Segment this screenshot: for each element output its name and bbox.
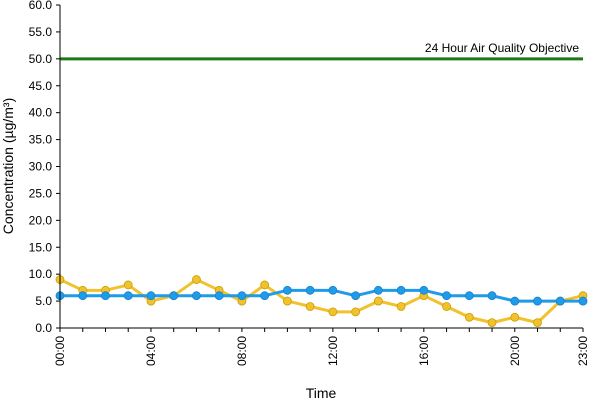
series-2-point [214,291,224,301]
series-1-point [328,307,338,317]
objective-line-group: 24 Hour Air Quality Objective [60,41,583,61]
x-tick-label: 20:00 [508,336,522,366]
y-tick-label: 30.0 [29,160,53,174]
series-2-point [169,291,179,301]
series-2-point [533,296,542,306]
y-tick-label: 20.0 [29,213,53,227]
series-1-point [396,302,406,311]
x-tick-label: 08:00 [235,336,249,366]
x-axis-title: Time [306,385,337,400]
series-1-point [373,296,383,306]
x-tick-label: 16:00 [417,336,431,366]
series-1-point [533,318,542,328]
series-2-point [192,291,201,301]
y-tick-label: 15.0 [29,240,53,254]
series-1-point [192,275,201,284]
series-2-point [146,291,156,301]
series-2-point [487,291,497,301]
y-tick-label: 50.0 [29,52,53,66]
series-2-point [237,291,247,301]
x-tick-label: 04:00 [144,336,158,366]
y-tick-label: 60.0 [29,0,53,12]
series-1-point [442,302,451,311]
x-axis-ticks: 00:00 04:00 08:00 12:00 16:00 20:00 23:00 [53,328,590,366]
series-1-point [305,302,315,311]
series-2-point [396,285,406,295]
y-tick-label: 35.0 [29,133,53,147]
series-2-point [578,296,588,306]
series-2-point [123,291,133,301]
series-2-point [328,285,338,295]
series-1-point [351,307,361,317]
series-2-point [78,291,88,301]
series-1-point [260,280,270,290]
series-2-point [305,285,315,295]
series-2-point [282,285,292,295]
series-2-point [101,291,110,301]
series-2-point [555,296,565,306]
series-2-point [442,291,451,301]
y-axis-ticks: 0.0 5.0 10.0 15.0 20.0 25.0 30.0 35.0 40.0 45.0 50… [29,0,60,335]
series-1-point [510,312,520,322]
y-tick-label: 5.0 [35,294,52,308]
objective-label: 24 Hour Air Quality Objective [425,41,579,55]
series-2-point [373,285,383,295]
x-tick-label: 12:00 [326,336,340,366]
y-tick-label: 0.0 [35,321,52,335]
y-tick-label: 25.0 [29,186,53,200]
x-tick-label: 00:00 [53,336,67,366]
x-tick-label: 23:00 [576,336,590,366]
y-axis-title: Concentration (µg/m³) [0,98,16,234]
series-group [55,275,588,328]
series-1-point [464,312,474,322]
series-2-point [419,285,429,295]
series-1-point [123,280,133,290]
series-2-point [260,291,270,301]
series-2-point [464,291,474,301]
series-1-point [282,296,292,306]
y-tick-label: 40.0 [29,106,53,120]
y-tick-label: 10.0 [29,267,53,281]
y-tick-label: 45.0 [29,79,53,93]
series-2-point [351,291,361,301]
series-1-point [487,318,497,328]
series-1-line [59,278,584,325]
series-2-point [510,296,520,306]
y-tick-label: 55.0 [29,25,53,39]
